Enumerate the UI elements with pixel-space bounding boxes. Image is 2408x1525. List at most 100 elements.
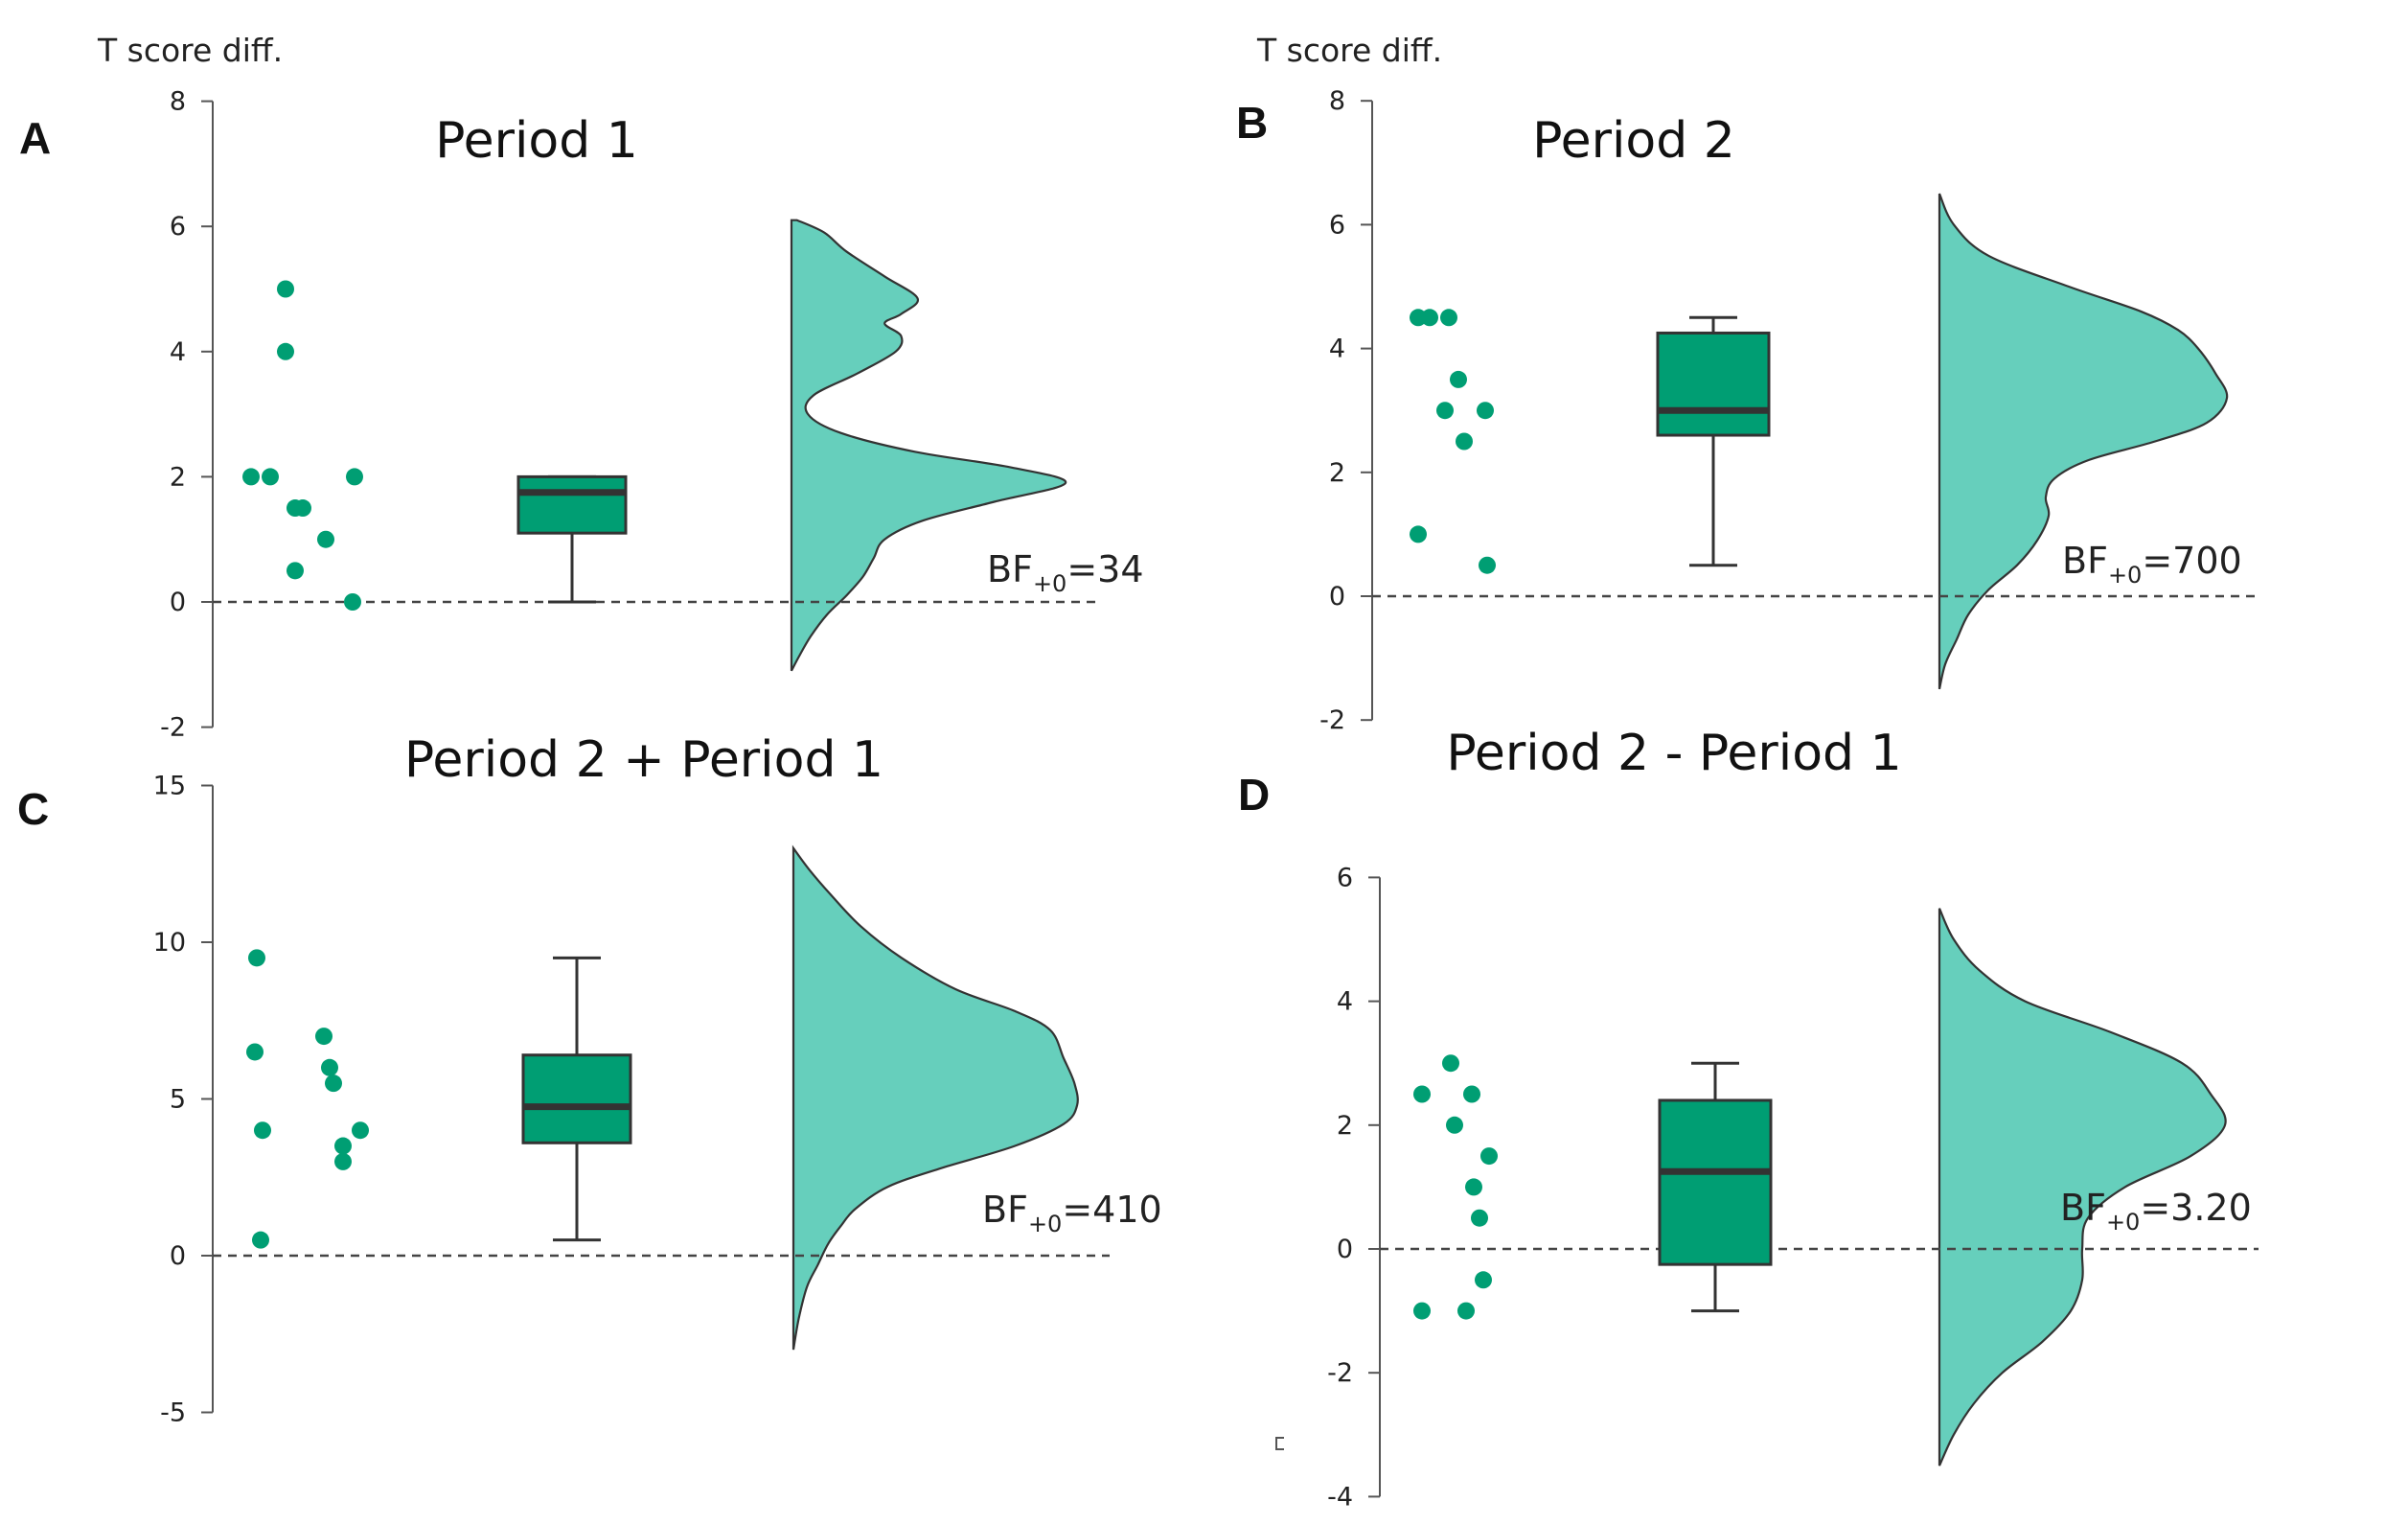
bf-label-a: BF+0=34	[987, 548, 1144, 597]
y-tick-label: -2	[160, 713, 186, 743]
points-d	[1413, 1054, 1498, 1320]
density-curve-c	[791, 844, 1079, 1351]
data-point	[1440, 309, 1457, 327]
points-a	[242, 280, 363, 611]
data-point	[262, 468, 279, 486]
y-tick-label: 4	[1329, 335, 1345, 364]
panel-title-d: Period 2 - Period 1	[1446, 725, 1901, 782]
y-tick-label: 4	[170, 337, 186, 367]
data-point	[1479, 556, 1496, 574]
points-c	[246, 949, 369, 1249]
y-tick-label: 2	[170, 462, 186, 492]
y-tick-label: -5	[160, 1398, 186, 1428]
density-b	[1372, 193, 2259, 690]
data-point	[346, 468, 363, 486]
y-tick-label: 5	[170, 1085, 186, 1115]
y-tick-label: 10	[153, 928, 186, 958]
y-tick-label: -2	[1319, 705, 1345, 735]
density-curve-d	[1938, 908, 2227, 1467]
points-b	[1410, 309, 1496, 574]
y-tick-label: 6	[1329, 210, 1345, 240]
data-point	[277, 280, 294, 298]
bf-label-b: BF+0=700	[2062, 540, 2242, 589]
data-point	[248, 949, 265, 967]
density-a	[213, 219, 1102, 672]
panel-letter-a: A	[19, 113, 51, 163]
y-tick-label: 8	[170, 87, 186, 117]
density-c	[213, 844, 1110, 1351]
y-tick-label: 0	[170, 1241, 186, 1271]
panel-letter-d: D	[1238, 770, 1270, 820]
box-iqr	[1656, 331, 1771, 437]
panel-c: C Period 2 + Period 1 -5 0 5 10 15 BF+0=410	[17, 731, 1162, 1428]
data-point	[246, 1043, 264, 1061]
data-point	[334, 1137, 352, 1155]
y-axis-d: -4 -2 0 2 4 6	[1327, 863, 1381, 1512]
data-point	[1410, 525, 1427, 543]
y-tick-label: -2	[1327, 1358, 1353, 1388]
data-point	[294, 499, 311, 518]
data-point	[1436, 402, 1454, 420]
boxplot-b	[1656, 315, 1771, 567]
density-curve-a	[790, 219, 1067, 672]
data-point	[1480, 1147, 1498, 1166]
y-tick-label: -4	[1327, 1482, 1353, 1512]
y-axis-c: -5 0 5 10 15	[153, 772, 214, 1428]
data-point	[1463, 1085, 1480, 1103]
data-point	[325, 1074, 342, 1093]
data-point	[1413, 1302, 1431, 1320]
data-point	[252, 1231, 269, 1249]
data-point	[334, 1152, 352, 1170]
y-tick-label: 0	[170, 588, 186, 617]
data-point	[1475, 1271, 1492, 1289]
y-axis-label-b: T score diff.	[1256, 32, 1442, 69]
box-iqr	[1658, 1098, 1773, 1266]
bf-label-c: BF+0=410	[982, 1189, 1162, 1237]
data-point	[1465, 1178, 1482, 1196]
boxplot-a	[516, 474, 628, 604]
y-tick-label: 8	[1329, 86, 1345, 116]
data-point	[317, 530, 334, 548]
y-tick-label: 0	[1337, 1235, 1353, 1264]
data-point	[321, 1058, 338, 1076]
data-point	[1446, 1116, 1463, 1134]
density-curve-b	[1938, 193, 2229, 690]
stray-bracket-mark	[1275, 1437, 1284, 1450]
y-axis-b: -2 0 2 4 6 8	[1319, 86, 1373, 735]
data-point	[1450, 370, 1467, 388]
panel-letter-c: C	[17, 784, 49, 834]
data-point	[352, 1121, 369, 1140]
y-tick-label: 4	[1337, 987, 1353, 1017]
data-point	[242, 468, 260, 486]
data-point	[1457, 1302, 1475, 1320]
y-axis-label-a: T score diff.	[97, 32, 283, 69]
data-point	[1471, 1209, 1488, 1227]
box-iqr	[516, 474, 628, 535]
data-point	[1477, 402, 1494, 420]
data-point	[1456, 432, 1473, 451]
y-tick-label: 6	[170, 212, 186, 242]
data-point	[315, 1028, 333, 1046]
data-point	[287, 562, 304, 580]
panel-b: B T score diff. Period 2 -2 0 2 4 6 8 BF+0=70…	[1236, 32, 2259, 735]
y-tick-label: 2	[1329, 458, 1345, 488]
y-tick-label: 0	[1329, 582, 1345, 612]
data-point	[254, 1121, 271, 1140]
data-point	[344, 593, 361, 611]
y-tick-label: 15	[153, 772, 186, 801]
boxplot-c	[521, 956, 632, 1242]
panel-a: A T score diff. Period 1 -2 0 2 4 6 8 BF+0=34	[19, 32, 1144, 743]
y-tick-label: 2	[1337, 1111, 1353, 1141]
bf-label-d: BF+0=3.20	[2060, 1187, 2252, 1236]
data-point	[1442, 1054, 1459, 1073]
data-point	[277, 342, 294, 360]
panel-title-a: Period 1	[435, 112, 638, 170]
y-tick-label: 6	[1337, 863, 1353, 892]
data-point	[1421, 309, 1438, 327]
panel-d: D Period 2 - Period 1 -4 -2 0 2 4 6 BF+0=3.20	[1238, 725, 2259, 1512]
panel-title-c: Period 2 + Period 1	[404, 731, 883, 789]
boxplot-d	[1658, 1061, 1773, 1313]
panel-title-b: Period 2	[1532, 112, 1735, 170]
density-d	[1380, 908, 2259, 1467]
